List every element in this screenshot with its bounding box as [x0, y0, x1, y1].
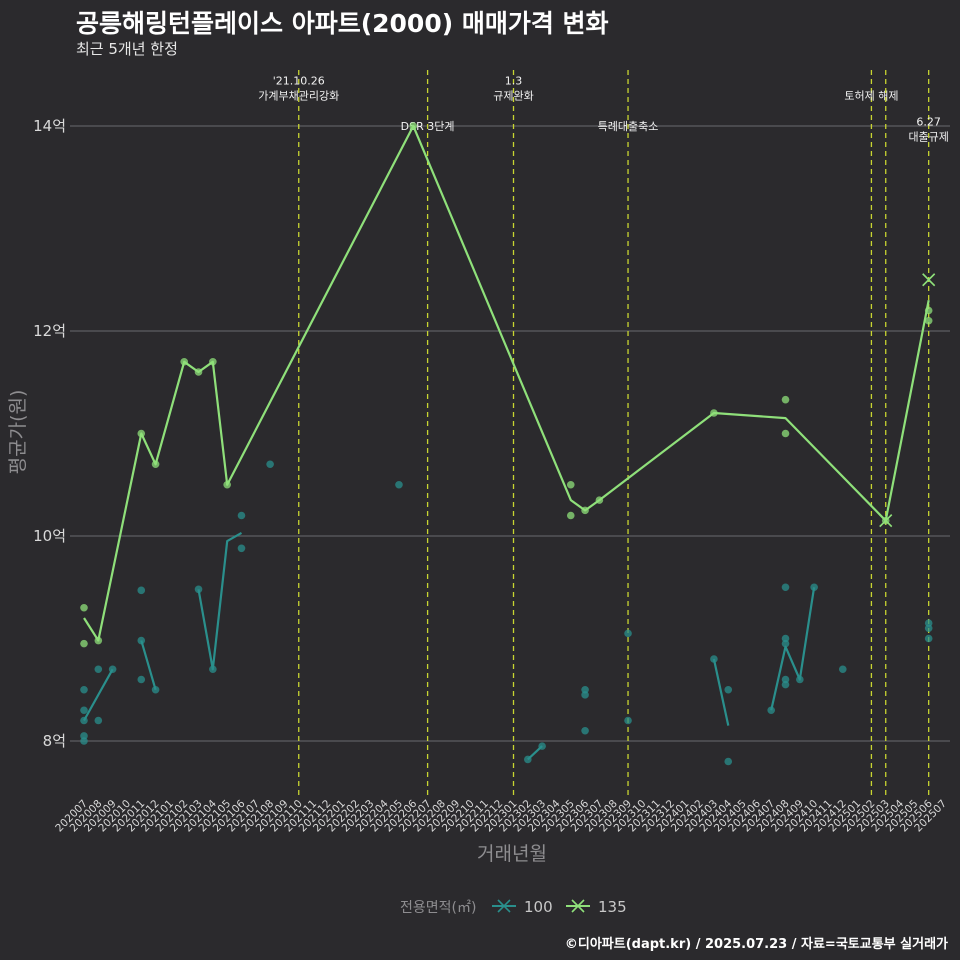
point-135-0: [80, 603, 88, 612]
point-100-0: [80, 685, 88, 694]
point-135-18: [924, 306, 933, 315]
point-135-16: [781, 429, 790, 438]
point-135-15: [781, 395, 790, 404]
event-label-3-0: 특례대출축소: [598, 120, 659, 133]
series-group: [83, 124, 936, 761]
legend-label-135: 135: [598, 898, 627, 916]
series-line-100-4: [712, 658, 730, 726]
grid-lines: [70, 125, 950, 742]
legend-title: 전용면적(㎡): [400, 900, 476, 916]
event-label-6-1: 대출규제: [908, 130, 948, 143]
event-label-0-0: '21.10.26: [273, 74, 325, 87]
event-label-2-1: 규제완화: [493, 89, 533, 102]
point-135-6: [194, 368, 203, 376]
x-axis-title: 거래년월: [477, 843, 547, 865]
point-100-14: [237, 511, 246, 520]
point-100-8: [137, 586, 146, 595]
point-100-1: [80, 706, 88, 715]
point-135-2: [94, 636, 103, 645]
event-label-2-0: 1.3: [505, 74, 523, 87]
event-label-1-0: DSR 3단계: [401, 120, 455, 133]
point-100-29: [781, 583, 790, 592]
point-100-5: [94, 665, 103, 674]
data-points: [80, 122, 933, 766]
point-100-33: [781, 680, 790, 689]
point-100-31: [781, 639, 790, 648]
point-100-13: [209, 665, 217, 674]
chart-title: 공릉해링턴플레이스 아파트(2000) 매매가격 변화: [76, 9, 609, 38]
point-100-24: [624, 716, 632, 725]
point-135-9: [409, 122, 418, 130]
x-axis-ticks: 2020072020082020092020102020112020122021…: [53, 797, 949, 834]
point-135-12: [581, 506, 589, 515]
point-135-7: [209, 357, 217, 366]
legend-label-100: 100: [524, 898, 553, 916]
legend: 전용면적(㎡) 100 135: [400, 898, 627, 916]
point-100-19: [538, 742, 546, 750]
point-100-9: [137, 636, 146, 645]
legend-swatch-100-cross: [497, 899, 511, 913]
series-line-135-0: [83, 124, 930, 642]
series-line-100-2: [197, 531, 243, 671]
point-100-39: [924, 634, 933, 643]
y-axis-ticks: 8억 10억 12억 14억: [33, 117, 66, 750]
point-100-38: [924, 624, 933, 633]
point-100-11: [151, 685, 160, 694]
point-135-17: [881, 516, 890, 525]
point-100-22: [581, 726, 589, 735]
point-100-4: [80, 737, 88, 745]
y-axis-title: 평균가(원): [7, 390, 29, 475]
point-135-19: [924, 316, 933, 325]
point-100-7: [108, 665, 117, 674]
point-100-16: [266, 460, 274, 469]
point-100-27: [724, 757, 733, 766]
marker-x-135-1: [922, 273, 936, 287]
event-label-4-0: 토허제 해제: [844, 88, 898, 102]
point-100-34: [796, 675, 804, 684]
point-135-10: [566, 480, 575, 489]
y-tick-label-0: 8억: [43, 732, 66, 750]
point-135-8: [223, 480, 231, 489]
point-135-11: [566, 511, 575, 520]
point-135-5: [180, 357, 189, 366]
point-100-12: [194, 585, 203, 594]
point-100-26: [724, 685, 733, 694]
point-100-28: [767, 706, 775, 715]
point-100-36: [838, 665, 847, 674]
point-135-3: [137, 429, 146, 438]
point-100-25: [710, 655, 718, 663]
point-135-14: [710, 409, 718, 417]
point-100-21: [581, 691, 589, 699]
series-line-100-1: [140, 640, 157, 691]
point-100-18: [524, 755, 532, 764]
point-100-10: [137, 675, 146, 684]
event-label-0-1: 가계부채관리강화: [258, 89, 339, 102]
legend-swatch-135-cross: [571, 899, 585, 913]
point-135-4: [151, 460, 160, 469]
chart-caption: ©디아파트(dapt.kr) / 2025.07.23 / 자료=국토교통부 실…: [564, 937, 948, 952]
point-135-13: [595, 496, 604, 504]
chart-subtitle: 최근 5개년 한정: [76, 40, 178, 58]
y-tick-label-3: 14억: [33, 117, 66, 135]
point-100-23: [624, 629, 632, 638]
point-100-35: [810, 583, 818, 592]
point-100-17: [395, 480, 403, 489]
point-135-1: [80, 639, 88, 648]
event-label-6-0: 6.27: [916, 115, 941, 128]
y-tick-label-2: 12억: [33, 322, 66, 340]
point-100-2: [80, 716, 88, 725]
y-tick-label-1: 10억: [33, 527, 66, 545]
series-line-100-5: [770, 587, 816, 711]
point-100-6: [94, 716, 103, 725]
series-line-100-0: [83, 668, 114, 722]
point-100-15: [237, 544, 246, 553]
